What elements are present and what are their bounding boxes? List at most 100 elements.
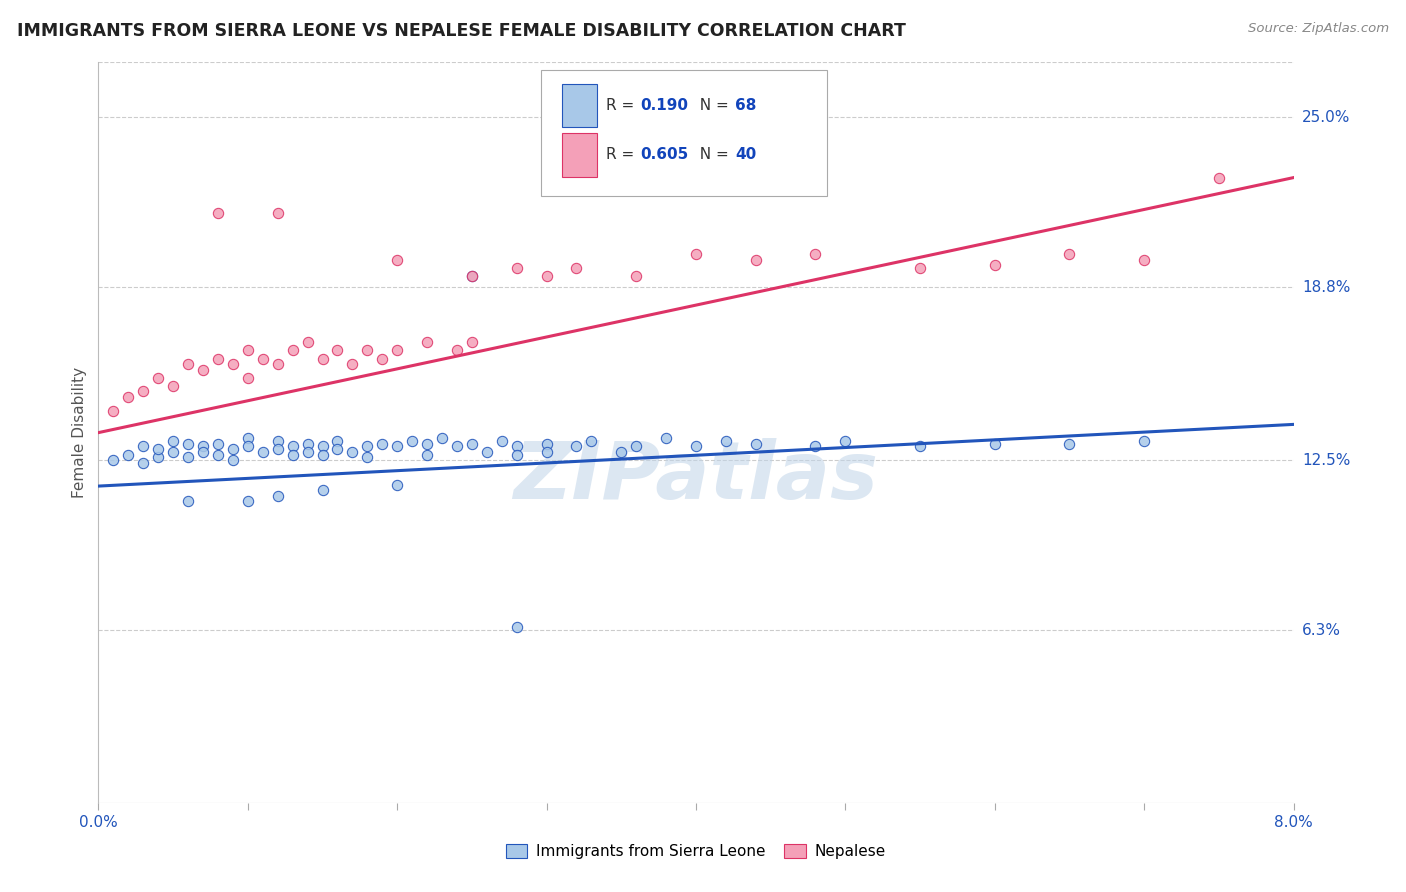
Point	[475, 445, 498, 459]
Y-axis label: Female Disability: Female Disability	[72, 367, 87, 499]
Point	[252, 351, 274, 366]
Text: IMMIGRANTS FROM SIERRA LEONE VS NEPALESE FEMALE DISABILITY CORRELATION CHART: IMMIGRANTS FROM SIERRA LEONE VS NEPALESE…	[17, 22, 905, 40]
Point	[356, 343, 378, 358]
Point	[356, 450, 378, 465]
Point	[745, 252, 768, 267]
Point	[626, 269, 648, 284]
Point	[506, 620, 529, 634]
Point	[745, 436, 768, 450]
Point	[565, 439, 588, 453]
Point	[191, 362, 214, 376]
Point	[804, 439, 827, 453]
Text: 12.5%: 12.5%	[1302, 452, 1350, 467]
Point	[461, 269, 484, 284]
FancyBboxPatch shape	[541, 70, 827, 195]
Text: 25.0%: 25.0%	[1302, 110, 1350, 125]
Point	[565, 261, 588, 276]
Point	[148, 450, 170, 465]
Point	[207, 436, 229, 450]
Point	[446, 343, 468, 358]
Point	[236, 431, 259, 445]
Point	[342, 357, 364, 371]
Text: R =: R =	[606, 98, 640, 113]
Point	[103, 403, 125, 417]
Point	[117, 448, 139, 462]
Text: 68: 68	[735, 98, 756, 113]
Point	[385, 439, 409, 453]
Text: 0.190: 0.190	[640, 98, 688, 113]
Point	[536, 269, 558, 284]
Point	[267, 206, 290, 220]
Point	[401, 434, 423, 448]
Point	[416, 335, 439, 350]
Point	[984, 436, 1007, 450]
Point	[148, 442, 170, 456]
Point	[177, 494, 200, 508]
Point	[714, 434, 737, 448]
Point	[536, 445, 558, 459]
Point	[267, 489, 290, 503]
Point	[326, 442, 349, 456]
Text: N =: N =	[690, 98, 734, 113]
Point	[491, 434, 513, 448]
Point	[311, 351, 333, 366]
Point	[506, 448, 529, 462]
Point	[371, 351, 394, 366]
Point	[655, 137, 678, 152]
Point	[222, 442, 245, 456]
Point	[385, 343, 409, 358]
Point	[834, 434, 856, 448]
Point	[1133, 434, 1156, 448]
Point	[342, 445, 364, 459]
Text: 18.8%: 18.8%	[1302, 280, 1350, 294]
Point	[252, 445, 274, 459]
Point	[281, 439, 304, 453]
Point	[908, 261, 931, 276]
Point	[236, 371, 259, 385]
Point	[162, 434, 184, 448]
Point	[162, 379, 184, 393]
Point	[222, 453, 245, 467]
Point	[536, 436, 558, 450]
Text: ZIPatlas: ZIPatlas	[513, 438, 879, 516]
Point	[385, 252, 409, 267]
Point	[207, 448, 229, 462]
Point	[326, 343, 349, 358]
Point	[236, 439, 259, 453]
Point	[461, 269, 484, 284]
Point	[177, 436, 200, 450]
Point	[416, 448, 439, 462]
Text: N =: N =	[690, 147, 734, 162]
Point	[177, 357, 200, 371]
Point	[984, 258, 1007, 272]
Point	[371, 436, 394, 450]
Text: 6.3%: 6.3%	[1302, 623, 1341, 638]
Point	[236, 343, 259, 358]
Point	[222, 357, 245, 371]
Point	[430, 431, 453, 445]
FancyBboxPatch shape	[562, 133, 596, 177]
Point	[177, 450, 200, 465]
Point	[103, 453, 125, 467]
Point	[416, 436, 439, 450]
Text: Source: ZipAtlas.com: Source: ZipAtlas.com	[1249, 22, 1389, 36]
Point	[446, 439, 468, 453]
Point	[1208, 170, 1230, 185]
Point	[356, 439, 378, 453]
Point	[655, 431, 678, 445]
Point	[148, 371, 170, 385]
Point	[267, 357, 290, 371]
Point	[1133, 252, 1156, 267]
Point	[207, 206, 229, 220]
Point	[191, 445, 214, 459]
Point	[267, 434, 290, 448]
Point	[267, 442, 290, 456]
Point	[506, 261, 529, 276]
Point	[610, 445, 633, 459]
Legend: Immigrants from Sierra Leone, Nepalese: Immigrants from Sierra Leone, Nepalese	[499, 838, 893, 865]
Point	[132, 439, 155, 453]
Point	[311, 439, 333, 453]
Point	[297, 445, 319, 459]
Point	[281, 448, 304, 462]
Point	[132, 384, 155, 399]
